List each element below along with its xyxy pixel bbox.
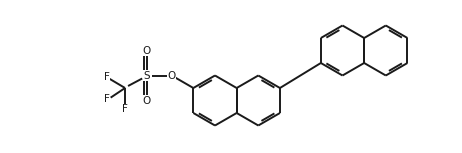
Text: F: F [103,94,109,104]
Text: O: O [143,45,151,56]
Text: O: O [168,71,176,80]
Text: S: S [143,71,150,80]
Text: O: O [143,95,151,106]
Text: F: F [103,72,109,82]
Text: F: F [122,104,128,114]
